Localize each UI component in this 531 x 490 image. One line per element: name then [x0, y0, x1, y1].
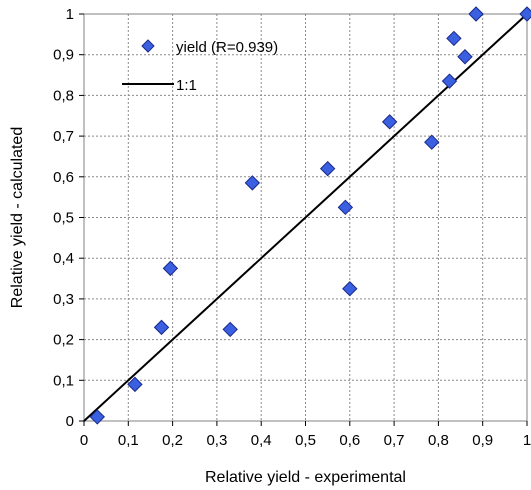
legend: yield (R=0.939) 1:1	[122, 39, 278, 94]
x-tick-label: 0,9	[472, 432, 493, 449]
y-axis-label: Relative yield - calculated	[9, 127, 26, 308]
x-tick-label: 0,1	[118, 432, 139, 449]
data-point	[381, 114, 398, 130]
y-tick-label: 0,2	[53, 332, 74, 349]
data-points	[89, 6, 531, 425]
y-tick-label: 0,6	[53, 169, 74, 186]
x-tick-label: 1	[523, 432, 531, 449]
data-point	[244, 175, 261, 191]
y-tick-label: 0,9	[53, 47, 74, 64]
y-tick-label: 0,8	[53, 87, 74, 104]
x-tick-label: 0,5	[295, 432, 316, 449]
data-point	[319, 160, 336, 177]
x-tick-label: 0,2	[162, 432, 183, 449]
y-axis-ticks: 0 0,1 0,2 0,3 0,4 0,5 0,6 0,7 0,8 0,9 1	[53, 6, 84, 430]
x-tick-label: 0,6	[339, 432, 360, 449]
y-tick-label: 0	[66, 413, 74, 430]
data-point	[337, 199, 354, 216]
y-tick-label: 0,3	[53, 291, 74, 308]
x-axis-ticks: 0 0,1 0,2 0,3 0,4 0,5 0,6 0,7 0,8 0,9 1	[80, 421, 531, 449]
data-point	[446, 30, 462, 47]
legend-label-1to1: 1:1	[176, 77, 197, 94]
y-tick-label: 0,5	[53, 210, 74, 227]
x-tick-label: 0,3	[206, 432, 227, 449]
data-point	[89, 409, 105, 425]
legend-label-yield: yield (R=0.939)	[176, 39, 278, 56]
data-point	[441, 73, 458, 89]
x-axis-label: Relative yield - experimental	[205, 469, 406, 486]
y-tick-label: 0,4	[53, 250, 74, 267]
x-tick-label: 0	[80, 432, 88, 449]
data-point	[457, 49, 473, 65]
data-point	[162, 260, 179, 277]
data-point	[519, 6, 531, 22]
data-point	[153, 319, 170, 336]
y-tick-label: 0,1	[53, 372, 74, 389]
data-point	[468, 6, 484, 22]
data-point	[127, 376, 143, 393]
data-point	[342, 281, 358, 297]
x-tick-label: 0,8	[428, 432, 449, 449]
data-point	[424, 134, 440, 150]
x-tick-label: 0,4	[251, 432, 272, 449]
y-tick-label: 0,7	[53, 128, 74, 145]
y-tick-label: 1	[66, 6, 74, 23]
x-tick-label: 0,7	[384, 432, 405, 449]
legend-diamond-marker	[141, 39, 155, 53]
data-point	[222, 321, 238, 338]
